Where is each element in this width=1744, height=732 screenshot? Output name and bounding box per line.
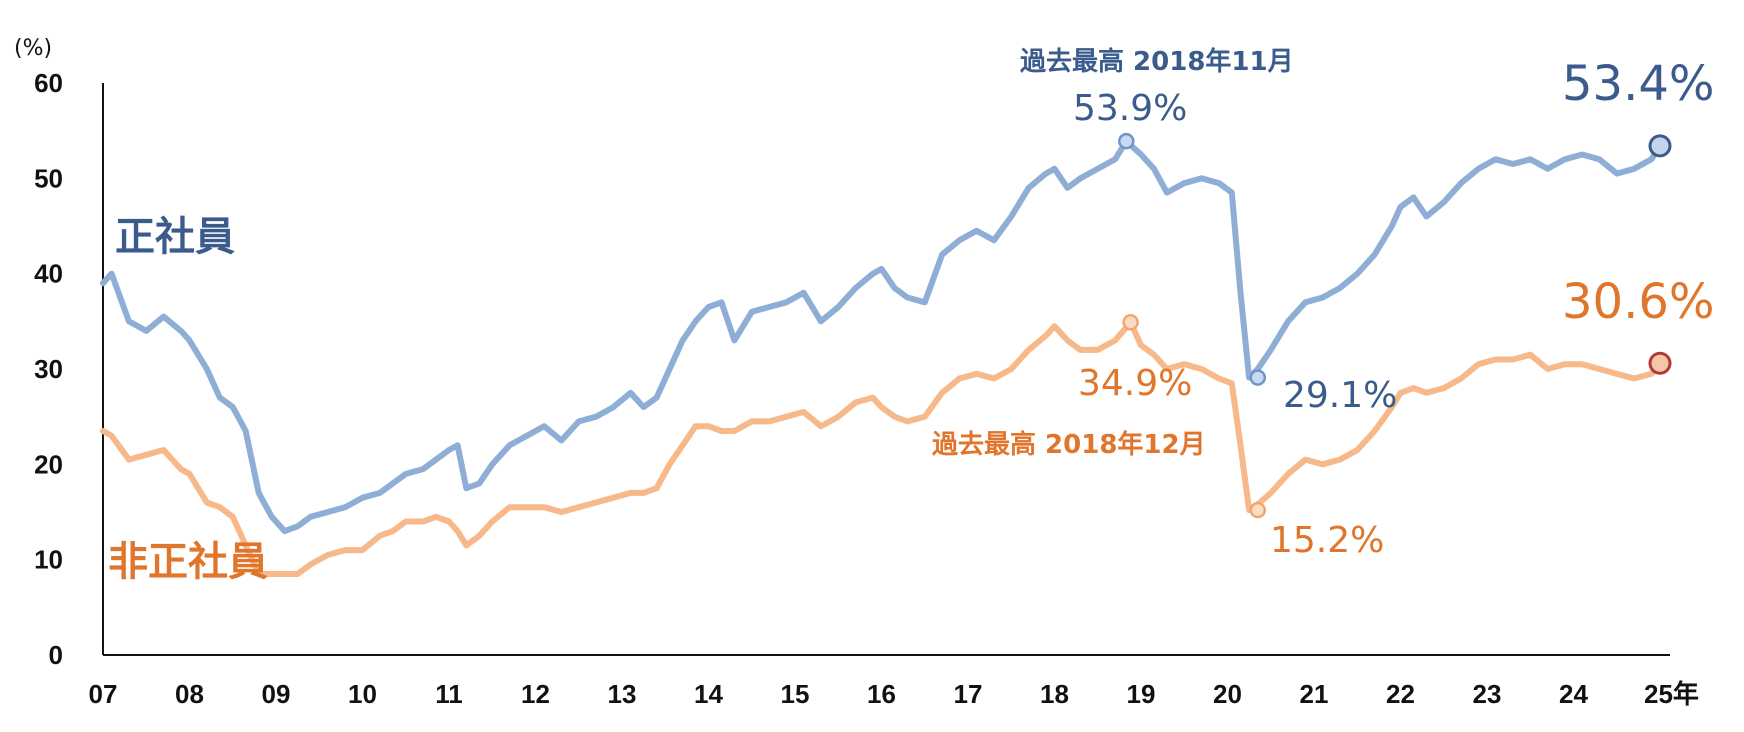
annotation-regular-peak-value: 53.9% <box>1073 88 1187 129</box>
y-tick-label: 30 <box>34 354 63 384</box>
x-tick-label: 14 <box>694 679 723 709</box>
annotation-marker <box>1648 134 1672 158</box>
y-tick-label: 0 <box>49 640 63 670</box>
x-tick-label: 10 <box>348 679 377 709</box>
series-group <box>100 132 1672 577</box>
y-tick-label: 40 <box>34 259 63 289</box>
x-tick-label: 20 <box>1213 679 1242 709</box>
annotation-regular-latest-value: 53.4% <box>1562 56 1714 112</box>
series-label-nonregular: 非正社員 <box>108 539 268 585</box>
annotation-marker <box>1122 314 1139 331</box>
annotation-nonregular-peak-label: 過去最高 2018年12月 <box>932 429 1206 460</box>
annotation-regular-peak-label: 過去最高 2018年11月 <box>1020 46 1294 77</box>
x-tick-label: 19 <box>1127 679 1156 709</box>
x-tick-label: 15 <box>781 679 810 709</box>
x-tick-label: 22 <box>1386 679 1415 709</box>
x-tick-label: 07 <box>89 679 118 709</box>
axes: 0 10 20 30 40 50 60 07 08 09 10 11 12 13 14 15 16 17 18 19 2… <box>34 68 1699 709</box>
x-tick-label: 23 <box>1473 679 1502 709</box>
series-label-regular: 正社員 <box>115 214 235 260</box>
series-line-regular <box>100 138 1663 535</box>
annotation-marker <box>1249 369 1267 386</box>
x-tick-label: 18 <box>1040 679 1069 709</box>
y-tick-label: 60 <box>34 68 63 98</box>
labels-group: (%) 正社員 非正社員 過去最高 2018年11月 53.9% 29.1% 5… <box>14 36 1714 585</box>
annotation-nonregular-latest-value: 30.6% <box>1562 274 1714 330</box>
x-tick-label: 16 <box>867 679 896 709</box>
y-axis-unit-label: (%) <box>14 36 52 61</box>
annotation-regular-low-value: 29.1% <box>1283 375 1397 416</box>
x-tick-label: 12 <box>521 679 550 709</box>
annotation-nonregular-low-value: 15.2% <box>1270 520 1384 561</box>
y-tick-label: 20 <box>34 449 63 479</box>
annotation-nonregular-peak-value: 34.9% <box>1078 363 1192 404</box>
x-tick-label: 13 <box>608 679 637 709</box>
y-tick-label: 10 <box>34 545 63 575</box>
x-tick-label: 21 <box>1300 679 1329 709</box>
x-tick-label: 08 <box>175 679 204 709</box>
annotation-marker <box>1648 351 1672 375</box>
series-line-nonregular <box>100 319 1663 577</box>
y-tick-label: 50 <box>34 163 63 193</box>
annotation-marker <box>1249 501 1267 519</box>
x-tick-label: 24 <box>1559 679 1588 709</box>
x-tick-label: 11 <box>435 679 463 709</box>
x-tick-label: 25年 <box>1644 679 1699 709</box>
annotation-marker <box>1118 132 1135 150</box>
x-tick-label: 17 <box>954 679 983 709</box>
x-tick-label: 09 <box>262 679 291 709</box>
